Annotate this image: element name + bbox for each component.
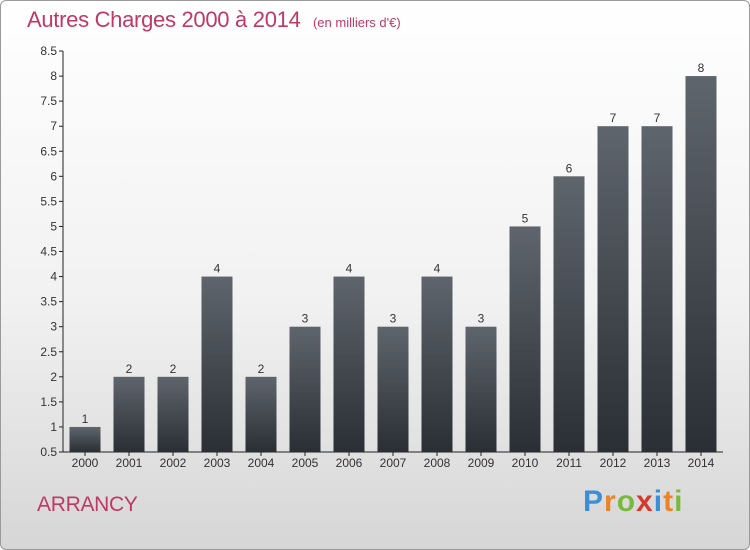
y-tick-label: 2	[50, 370, 57, 384]
proxiti-logo[interactable]: Proxiti	[583, 485, 683, 519]
y-tick-label: 4.5	[40, 245, 57, 259]
bar-2012	[598, 126, 629, 452]
data-label: 4	[346, 262, 353, 276]
data-label: 7	[654, 111, 661, 125]
data-label: 7	[610, 111, 617, 125]
data-label: 4	[214, 262, 221, 276]
data-label: 1	[82, 412, 89, 426]
x-axis: 2000 2001 2002 2003 2004 2005 2006 2007 2008 2009…	[63, 452, 723, 470]
bar-2009	[466, 327, 497, 452]
bar-2004	[246, 377, 277, 452]
y-tick-label: 5.5	[40, 194, 57, 208]
data-label: 4	[434, 262, 441, 276]
y-tick-label: 6	[50, 169, 57, 183]
x-tick-label: 2013	[644, 456, 671, 470]
data-label: 6	[566, 161, 573, 175]
data-label: 2	[170, 362, 177, 376]
logo-letter: i	[654, 485, 663, 519]
logo-letter: P	[583, 485, 604, 519]
bar-2008	[422, 277, 453, 452]
y-tick-label: 1	[50, 420, 57, 434]
data-label: 3	[390, 312, 397, 326]
x-tick-label: 2003	[204, 456, 231, 470]
bar-2005	[290, 327, 321, 452]
bar-series	[70, 76, 717, 452]
y-tick-label: 3	[50, 320, 57, 334]
data-label: 5	[522, 211, 529, 225]
logo-letter: i	[674, 485, 683, 519]
y-tick-label: 4	[50, 270, 57, 284]
bar-2002	[158, 377, 189, 452]
y-tick-label: 2.5	[40, 345, 57, 359]
y-tick-label: 8	[50, 69, 57, 83]
data-label: 8	[698, 61, 705, 75]
x-tick-label: 2002	[160, 456, 187, 470]
bar-2007	[378, 327, 409, 452]
bar-2006	[334, 277, 365, 452]
y-tick-label: 1.5	[40, 395, 57, 409]
logo-letter: x	[636, 485, 654, 519]
data-label: 3	[302, 312, 309, 326]
y-tick-label: 8.5	[40, 44, 57, 58]
x-tick-label: 2005	[292, 456, 319, 470]
commune-name: ARRANCY	[37, 493, 138, 517]
bar-2011	[554, 176, 585, 452]
x-tick-label: 2004	[248, 456, 275, 470]
data-label: 3	[478, 312, 485, 326]
x-tick-label: 2000	[72, 456, 99, 470]
logo-letter: t	[663, 485, 674, 519]
bar-2001	[114, 377, 145, 452]
bar-2013	[642, 126, 673, 452]
y-tick-label: 7.5	[40, 94, 57, 108]
x-tick-label: 2014	[688, 456, 715, 470]
bar-2000	[70, 427, 101, 452]
y-tick-label: 5	[50, 219, 57, 233]
y-tick-label: 7	[50, 119, 57, 133]
y-tick-label: 3.5	[40, 295, 57, 309]
x-tick-label: 2007	[380, 456, 407, 470]
x-tick-label: 2010	[512, 456, 539, 470]
x-tick-label: 2001	[116, 456, 143, 470]
bar-2010	[510, 226, 541, 452]
bar-2014	[686, 76, 717, 452]
data-label: 2	[258, 362, 265, 376]
bar-2003	[202, 277, 233, 452]
y-axis: 0.5 1 1.5 2 2.5 3 3.5 4 4.5 5 5.5 6 6.5 7 7.5 8 8.5	[40, 44, 63, 459]
x-tick-label: 2009	[468, 456, 495, 470]
y-tick-label: 0.5	[40, 445, 57, 459]
x-tick-label: 2006	[336, 456, 363, 470]
logo-letter: r	[604, 485, 617, 519]
x-tick-label: 2011	[556, 456, 582, 470]
x-tick-label: 2008	[424, 456, 451, 470]
logo-letter: o	[617, 485, 636, 519]
y-tick-label: 6.5	[40, 144, 57, 158]
data-label: 2	[126, 362, 133, 376]
x-tick-label: 2012	[600, 456, 627, 470]
